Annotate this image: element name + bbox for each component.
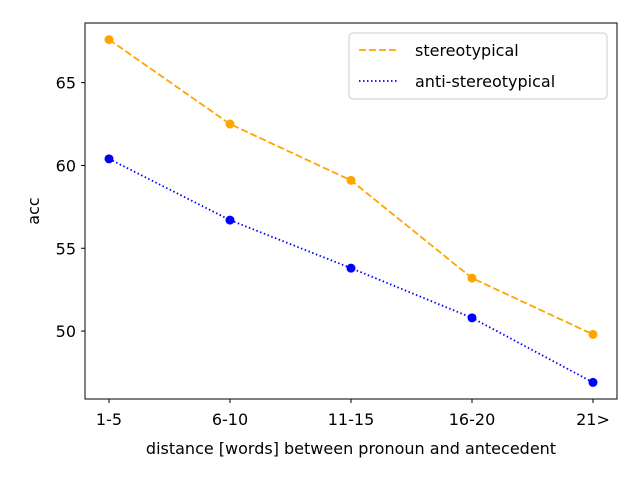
legend-box: [348, 32, 608, 100]
data-point: [346, 263, 356, 273]
data-point: [467, 273, 477, 283]
legend: stereotypical anti-stereotypical: [348, 32, 608, 100]
data-point: [104, 35, 114, 45]
data-point: [588, 377, 598, 387]
data-point: [104, 154, 114, 164]
legend-items: stereotypical anti-stereotypical: [359, 41, 555, 91]
x-tick-label: 1-5: [96, 410, 122, 429]
legend-label: stereotypical: [415, 41, 519, 60]
data-point: [588, 329, 598, 339]
data-point: [467, 313, 477, 323]
x-tick-label: 21>: [576, 410, 610, 429]
x-axis-label: distance [words] between pronoun and ant…: [146, 439, 556, 458]
x-axis-ticks: 1-5 6-10 11-15 16-20 21>: [96, 399, 610, 429]
series-layer: [104, 35, 598, 387]
x-tick-label: 6-10: [212, 410, 248, 429]
legend-label: anti-stereotypical: [415, 72, 555, 91]
data-point: [225, 119, 235, 129]
y-tick-label: 50: [56, 322, 76, 341]
x-tick-label: 11-15: [328, 410, 375, 429]
y-tick-label: 65: [56, 74, 76, 93]
data-point: [225, 215, 235, 225]
y-axis-ticks: 50 55 60 65: [56, 74, 85, 341]
data-point: [346, 175, 356, 185]
y-axis-label: acc: [24, 197, 43, 224]
y-tick-label: 60: [56, 156, 76, 175]
x-tick-label: 16-20: [449, 410, 496, 429]
y-tick-label: 55: [56, 239, 76, 258]
